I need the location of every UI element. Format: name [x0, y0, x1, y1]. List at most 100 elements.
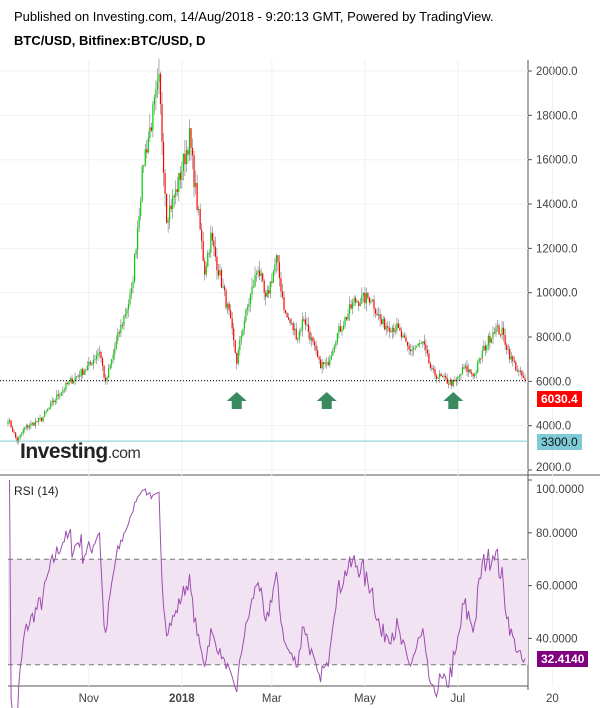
- candle-body: [257, 270, 259, 274]
- candle-body: [316, 350, 319, 358]
- candle-body: [126, 309, 128, 315]
- candle-body: [519, 370, 521, 372]
- candle-body: [225, 290, 227, 308]
- candle-body: [214, 246, 216, 257]
- candle-body: [66, 382, 69, 385]
- candle-body: [419, 343, 421, 345]
- candle-body: [434, 369, 436, 376]
- rsi-last-label: 32.4140: [537, 651, 589, 667]
- candle-body: [138, 215, 140, 228]
- candle-body: [95, 356, 98, 360]
- candle-body: [278, 262, 281, 279]
- candle-body: [106, 378, 108, 381]
- candle-body: [13, 431, 15, 433]
- candle-body: [80, 368, 82, 377]
- candle-body: [181, 170, 183, 180]
- candle-body: [406, 341, 409, 346]
- candle-body: [156, 82, 159, 90]
- candle-body: [222, 286, 224, 288]
- candle-body: [499, 334, 502, 336]
- candle-body: [347, 313, 349, 320]
- candle-body: [161, 104, 163, 142]
- candle-body: [341, 329, 343, 332]
- candle-body: [88, 362, 90, 366]
- candle-body: [240, 335, 242, 340]
- candle-body: [124, 314, 127, 317]
- candle-body: [111, 359, 113, 365]
- candle-body: [8, 420, 11, 422]
- candle-body: [123, 316, 125, 326]
- candle-body: [42, 416, 44, 422]
- price-tick-label: 20000.0: [536, 66, 578, 78]
- candle-body: [65, 382, 67, 390]
- candle-body: [188, 128, 191, 155]
- candle-body: [254, 274, 256, 287]
- time-tick-label: May: [354, 693, 376, 705]
- candle-body: [266, 290, 268, 297]
- candle-body: [486, 345, 488, 351]
- price-tick-label: 2000.0: [536, 462, 571, 474]
- candle-body: [159, 73, 162, 105]
- candle-body: [201, 229, 203, 242]
- candle-body: [501, 327, 503, 335]
- candle-body: [149, 127, 151, 139]
- candle-body: [204, 260, 206, 275]
- candle-body: [384, 318, 386, 330]
- candle-body: [234, 340, 236, 353]
- candle-body: [370, 300, 372, 303]
- rsi-title: RSI (14): [14, 484, 59, 498]
- candle-body: [98, 351, 101, 354]
- candle-body: [333, 346, 335, 351]
- last-price-label: 6030.4: [537, 391, 582, 407]
- candle-body: [288, 317, 290, 320]
- candle-body: [344, 317, 346, 326]
- candle-body: [118, 332, 120, 334]
- candle-body: [413, 348, 415, 350]
- candle-body: [178, 172, 180, 192]
- price-tick-label: 8000.0: [536, 332, 571, 344]
- candle-body: [115, 340, 117, 349]
- candle-body: [397, 323, 399, 328]
- candle-body: [393, 327, 395, 332]
- candle-body: [312, 337, 314, 342]
- candle-body: [381, 319, 383, 324]
- candle-body: [516, 370, 518, 372]
- candle-body: [310, 337, 313, 341]
- candle-body: [435, 375, 438, 379]
- investing-logo: Investing.com: [20, 440, 141, 464]
- candle-body: [320, 359, 322, 369]
- candle-body: [191, 147, 194, 156]
- candle-body: [484, 345, 486, 351]
- candle-body: [211, 232, 213, 241]
- candle-body: [382, 318, 384, 324]
- candle-body: [268, 290, 270, 294]
- candle-body: [27, 425, 29, 428]
- candle-body: [371, 299, 374, 301]
- candle-body: [524, 377, 526, 381]
- time-tick-label: Mar: [262, 693, 282, 705]
- candle-body: [490, 338, 493, 343]
- candle-body: [352, 302, 354, 309]
- candle-body: [85, 369, 87, 371]
- candle-body: [388, 327, 390, 332]
- candle-body: [146, 149, 148, 153]
- candle-body: [422, 341, 424, 344]
- candle-body: [313, 341, 316, 346]
- rsi-tick-label: 60.0000: [536, 581, 578, 593]
- candle-body: [150, 127, 152, 131]
- candle-body: [251, 286, 253, 295]
- candle-body: [451, 379, 453, 386]
- candle-body: [143, 165, 145, 167]
- candle-body: [216, 256, 218, 271]
- candle-body: [469, 369, 471, 373]
- candle-body: [432, 368, 435, 370]
- candle-body: [420, 343, 422, 345]
- price-tick-label: 16000.0: [536, 155, 578, 167]
- candle-body: [403, 335, 406, 338]
- candle-body: [332, 350, 334, 356]
- candle-body: [76, 376, 78, 378]
- candle-body: [269, 281, 271, 294]
- candle-body: [179, 172, 181, 180]
